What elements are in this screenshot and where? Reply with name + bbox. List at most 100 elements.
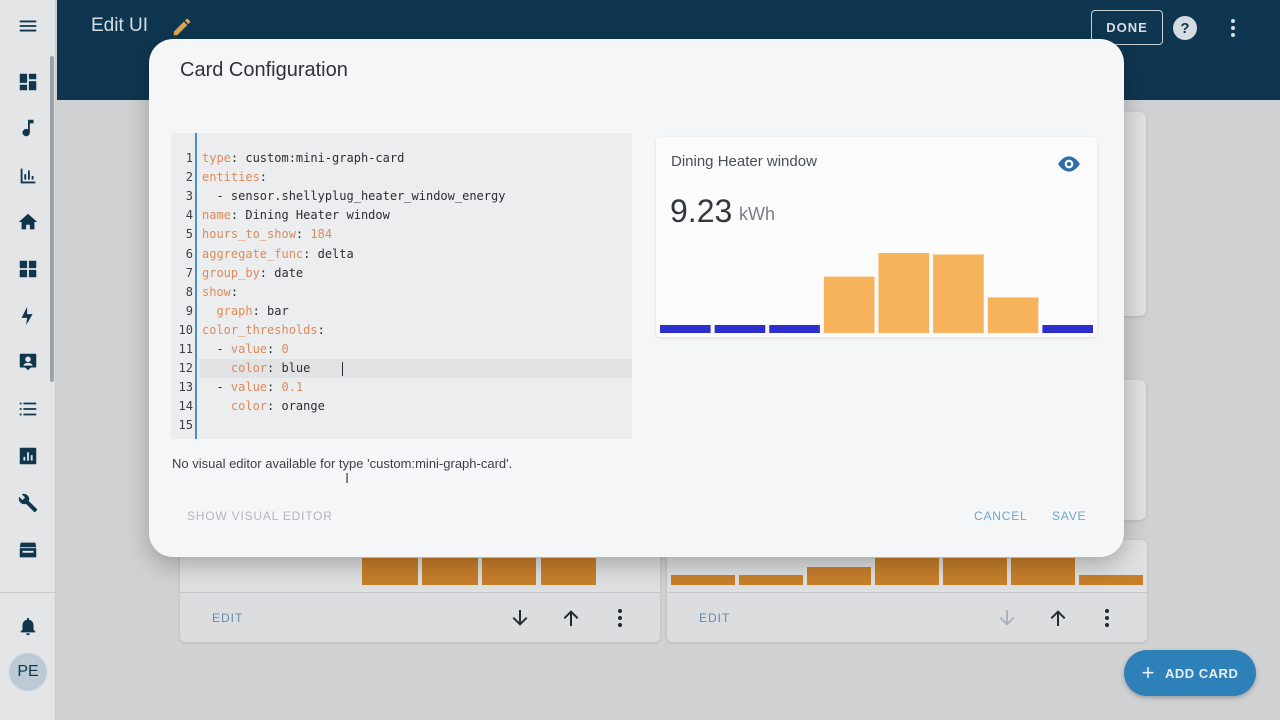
notifications-icon[interactable] <box>8 606 48 646</box>
more-vert-icon[interactable] <box>608 606 632 630</box>
yaml-key: group_by <box>202 265 260 280</box>
yaml-key: color <box>230 361 268 376</box>
yaml-value: blue <box>281 361 311 376</box>
yaml-value: orange <box>281 399 325 414</box>
sidebar-divider <box>0 592 56 593</box>
bg-chart-bar <box>671 575 735 585</box>
done-button[interactable]: DONE <box>1091 10 1163 45</box>
line-number: 12 <box>178 361 193 376</box>
eye-icon[interactable] <box>1056 151 1082 177</box>
menu-icon[interactable] <box>8 6 48 46</box>
chart-bar <box>987 297 1039 333</box>
preview-bar-chart <box>660 253 1093 333</box>
bg-chart-bar <box>807 567 871 585</box>
more-vert-icon[interactable] <box>1221 16 1245 40</box>
code-line: color: orange <box>230 399 325 414</box>
energy-icon[interactable] <box>8 296 48 336</box>
code-line: group_by: date <box>202 265 304 280</box>
yaml-value: bar <box>267 303 289 318</box>
settings-icon[interactable] <box>8 483 48 523</box>
yaml-value: 0.1 <box>281 380 304 395</box>
line-number: 8 <box>185 284 193 299</box>
line-number: 10 <box>178 322 193 337</box>
yaml-key: type <box>202 151 231 165</box>
more-vert-icon[interactable] <box>1095 606 1119 630</box>
background-card-right: EDIT <box>667 540 1147 642</box>
chart-bar <box>769 325 820 333</box>
add-card-label: ADD CARD <box>1165 665 1239 681</box>
chart-bar <box>933 254 984 333</box>
yaml-value: delta <box>317 246 354 261</box>
line-number: 6 <box>185 246 193 261</box>
sidebar-scrollbar[interactable] <box>50 56 54 382</box>
dashboard-icon[interactable] <box>8 249 48 289</box>
arrow-down-icon[interactable] <box>508 606 532 630</box>
history-chart-icon[interactable] <box>8 436 48 476</box>
bg-chart-bar <box>422 558 478 585</box>
yaml-value: Dining Heater window <box>245 208 390 223</box>
bg-chart-bar <box>482 558 536 585</box>
code-line: - value: 0.1 <box>202 380 304 395</box>
yaml-key: value <box>230 342 268 356</box>
save-button[interactable]: SAVE <box>1052 509 1087 523</box>
home-icon[interactable] <box>8 202 48 242</box>
line-number: 9 <box>185 303 193 318</box>
ibeam-cursor-icon: I <box>345 470 350 487</box>
avatar[interactable]: PE <box>9 653 47 691</box>
text-caret <box>342 362 343 376</box>
sidebar: PE <box>0 0 56 720</box>
arrow-up-icon[interactable] <box>559 606 583 630</box>
yaml-value: sensor.shellyplug_heater_window_energy <box>230 189 506 204</box>
line-number: 14 <box>178 399 193 414</box>
bg-chart-bar <box>1079 575 1143 585</box>
arrow-down-icon <box>999 610 1015 626</box>
no-visual-editor-note: No visual editor available for type 'cus… <box>172 456 513 471</box>
overview-icon[interactable] <box>8 62 48 102</box>
show-visual-editor-button[interactable]: SHOW VISUAL EDITOR <box>187 509 333 523</box>
plus-icon: + <box>1141 660 1155 685</box>
history-icon[interactable] <box>8 156 48 196</box>
yaml-key: graph <box>216 303 253 318</box>
line-number: 15 <box>178 418 193 433</box>
code-line: hours_to_show: 184 <box>202 227 333 242</box>
yaml-key: color_thresholds <box>202 322 318 337</box>
edit-button[interactable]: EDIT <box>699 611 731 625</box>
arrow-up-icon[interactable] <box>1046 606 1070 630</box>
yaml-value: date <box>274 265 304 280</box>
code-line: entities: <box>202 170 268 185</box>
bg-chart-bar <box>362 558 418 585</box>
add-card-button[interactable]: + ADD CARD <box>1124 650 1256 696</box>
line-number: 2 <box>185 170 193 185</box>
yaml-key: name <box>202 208 231 223</box>
preview-unit: kWh <box>739 204 775 224</box>
hacs-icon[interactable] <box>8 530 48 570</box>
edit-button[interactable]: EDIT <box>212 611 244 625</box>
code-line: color_thresholds: <box>202 322 325 337</box>
card-preview: Dining Heater window 9.23 kWh <box>656 137 1097 337</box>
chart-bar <box>1042 325 1093 333</box>
bg-chart-bar <box>739 575 803 585</box>
code-line: aggregate_func: delta <box>202 246 354 261</box>
preview-card-name: Dining Heater window <box>671 153 817 170</box>
yaml-code-editor[interactable]: 1 type: custom:mini-graph-card 2 entities: 3… <box>171 133 632 487</box>
bg-chart-bar <box>1011 558 1075 585</box>
dialog-title: Card Configuration <box>180 59 348 81</box>
help-icon[interactable]: ? <box>1173 16 1197 40</box>
line-number: 7 <box>185 265 193 280</box>
logbook-icon[interactable] <box>8 389 48 429</box>
yaml-key: color <box>230 399 268 414</box>
code-line: type: custom:mini-graph-card <box>202 151 405 165</box>
yaml-value: 0 <box>281 342 289 356</box>
map-icon[interactable] <box>8 342 48 382</box>
code-line: name: Dining Heater window <box>202 208 390 223</box>
yaml-value: 184 <box>310 227 333 242</box>
yaml-key: hours_to_show <box>202 227 296 242</box>
page-title: Edit UI <box>91 15 149 36</box>
pencil-icon[interactable] <box>171 16 193 38</box>
cancel-button[interactable]: CANCEL <box>974 509 1028 523</box>
chart-bar <box>878 253 930 333</box>
card-actions: EDIT <box>180 592 660 642</box>
media-icon[interactable] <box>8 108 48 148</box>
code-line: color: blue <box>230 361 311 376</box>
line-number: 5 <box>185 227 193 242</box>
